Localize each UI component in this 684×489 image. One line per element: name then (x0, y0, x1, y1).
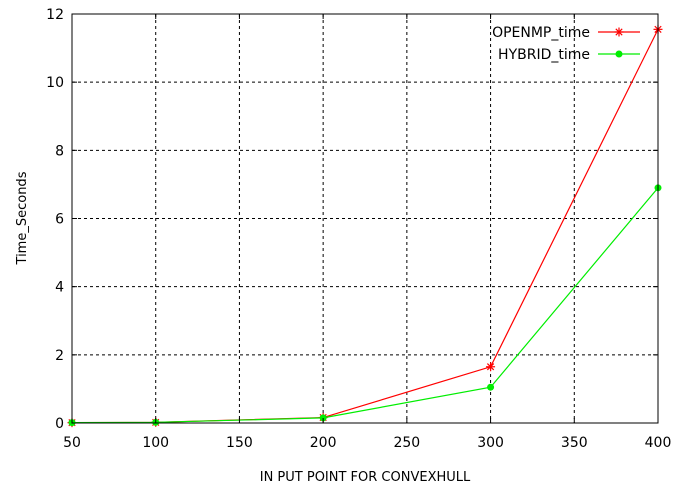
x-tick-label: 400 (645, 435, 672, 451)
legend-label-1: OPENMP_time (492, 25, 590, 41)
y-tick-label: 0 (55, 416, 64, 432)
star-marker-stroke (486, 363, 495, 371)
x-tick-label: 50 (63, 435, 81, 451)
tick-labels: 50 100 150 200 250 300 350 400 0 2 4 6 8 10 12 (46, 7, 671, 451)
data-point-series-1 (486, 362, 496, 372)
x-tick-label: 100 (142, 435, 169, 451)
y-tick-label: 2 (55, 348, 64, 364)
y-tick-label: 4 (55, 280, 64, 296)
y-tick-label: 6 (55, 212, 64, 228)
legend-marker-1 (614, 27, 624, 37)
series-line-2 (71, 187, 659, 424)
legend-label-2: HYBRID_time (498, 47, 590, 63)
legend-star-stroke (615, 28, 623, 36)
y-tick-label: 12 (46, 7, 64, 23)
x-tick-label: 300 (477, 435, 504, 451)
legend: OPENMP_time HYBRID_time (492, 25, 640, 63)
x-tick-label: 350 (561, 435, 588, 451)
y-axis-label: Time_Seconds (15, 171, 30, 265)
data-point-series-2 (319, 414, 327, 422)
x-tick-label: 250 (393, 435, 420, 451)
y-tick-label: 8 (55, 143, 64, 159)
data-point-series-2 (487, 383, 495, 391)
x-axis-label: IN PUT POINT FOR CONVEXHULL (260, 470, 471, 485)
y-tick-label: 10 (46, 75, 64, 91)
legend-marker-2 (615, 50, 623, 58)
series-layer (67, 24, 663, 428)
x-tick-label: 200 (310, 435, 337, 451)
grid (72, 14, 658, 423)
x-tick-label: 150 (226, 435, 253, 451)
series-line-1 (71, 29, 659, 424)
